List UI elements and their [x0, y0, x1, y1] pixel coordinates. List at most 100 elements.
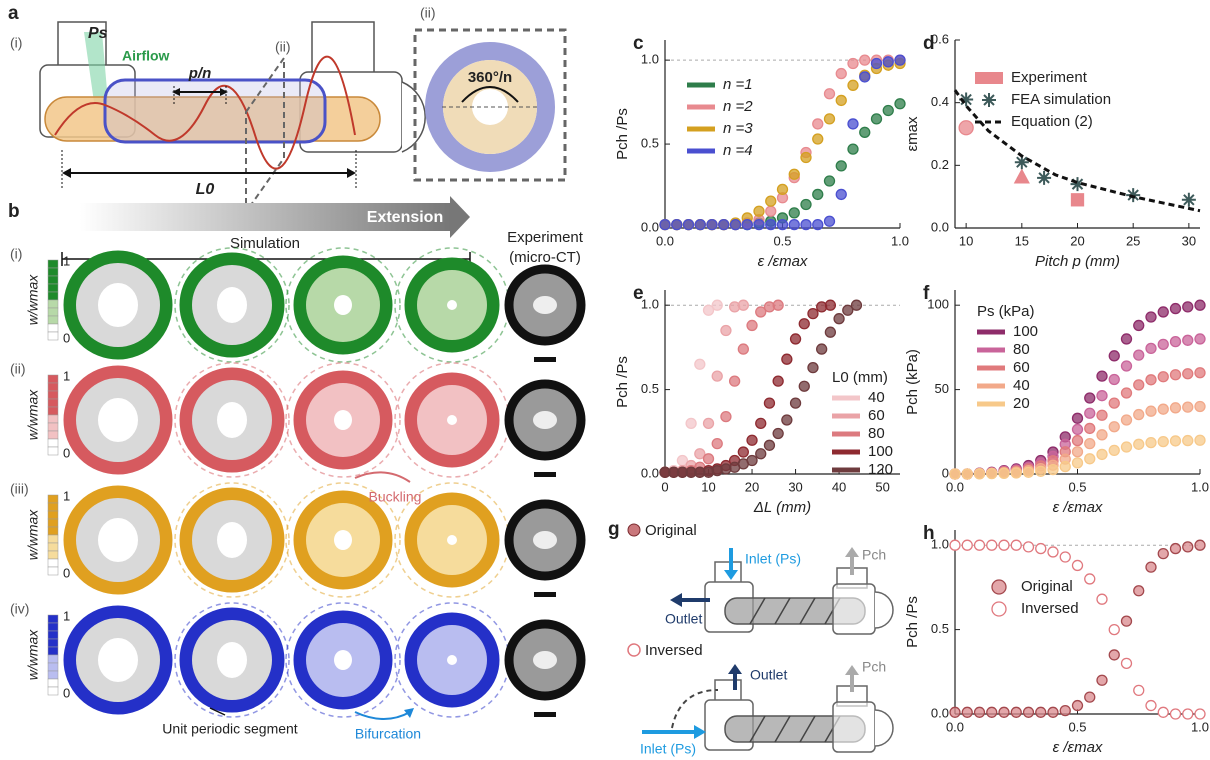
- colorbar-cell: [48, 407, 58, 415]
- bore: [447, 415, 457, 425]
- data-point: [1171, 709, 1181, 719]
- panel-label: e: [633, 283, 644, 304]
- data-point: [1073, 560, 1083, 570]
- panel-a: a (i) Ps Airflow p/n (ii) L0 (ii) 360°: [8, 3, 565, 212]
- data-point: [834, 314, 844, 324]
- data-point: [1073, 424, 1083, 434]
- data-point: [1195, 401, 1205, 411]
- panel-label: c: [633, 33, 644, 54]
- data-point: [883, 106, 893, 116]
- data-point: [808, 363, 818, 373]
- x-tick-label: 10: [701, 479, 715, 494]
- plane-label: (ii): [275, 39, 291, 55]
- data-point: [791, 334, 801, 344]
- data-point: [801, 200, 811, 210]
- data-point: [738, 344, 748, 354]
- colorbar-cell: [48, 535, 58, 543]
- data-point: [1158, 372, 1168, 382]
- data-point: [742, 220, 752, 230]
- panel-label: d: [923, 33, 935, 54]
- data-point: [895, 55, 905, 65]
- data-point: [1134, 380, 1144, 390]
- data-point: [1134, 439, 1144, 449]
- data-point: [1195, 435, 1205, 445]
- legend-label: 40: [1013, 377, 1030, 394]
- data-point: [801, 220, 811, 230]
- legend-label: 40: [868, 389, 885, 406]
- data-point: [712, 371, 722, 381]
- data-point: [1024, 707, 1034, 717]
- colorbar-cell: [48, 316, 58, 324]
- colorbar-cell: [48, 284, 58, 292]
- bore: [98, 283, 138, 327]
- panel-label: h: [923, 523, 935, 544]
- data-point: [872, 59, 882, 69]
- data-point: [721, 326, 731, 336]
- data-point: [778, 220, 788, 230]
- data-point: [712, 300, 722, 310]
- data-point: [747, 455, 757, 465]
- data-point: [1171, 370, 1181, 380]
- colorbar-cell: [48, 647, 58, 655]
- x-tick-label: 30: [1182, 233, 1196, 248]
- colorbar-label: w/wmax: [25, 274, 41, 326]
- buckling-arrow: [355, 472, 410, 482]
- colorbar-cell: [48, 615, 58, 623]
- colorbar-cell: [48, 511, 58, 519]
- data-point: [756, 449, 766, 459]
- data-point: [695, 359, 705, 369]
- colorbar-cell: [48, 639, 58, 647]
- device: [705, 680, 893, 752]
- y-axis-label: Pch /Ps: [614, 108, 631, 160]
- data-point: [848, 119, 858, 129]
- data-point: [1146, 701, 1156, 711]
- data-point: [825, 327, 835, 337]
- data-point: [1073, 701, 1083, 711]
- data-point: [747, 320, 757, 330]
- data-point: [959, 121, 973, 135]
- data-point: [756, 418, 766, 428]
- data-point: [1085, 408, 1095, 418]
- arrow-head: [728, 664, 742, 674]
- legend-label: 60: [1013, 359, 1030, 376]
- data-point: [719, 220, 729, 230]
- y-tick-label: 0.5: [641, 381, 659, 396]
- data-point: [1158, 549, 1168, 559]
- data-point: [1183, 302, 1193, 312]
- arrow-head: [62, 168, 71, 178]
- data-point: [975, 540, 985, 550]
- data-point: [813, 134, 823, 144]
- cross-sections: (i)10w/wmax(ii)10w/wmax(iii)10w/wmax(iv)…: [10, 246, 581, 717]
- y-tick-label: 0.5: [641, 136, 659, 151]
- data-point: [1195, 540, 1205, 550]
- colorbar-cell: [48, 439, 58, 447]
- arrow-head: [694, 725, 706, 739]
- x-tick-label: 0.0: [946, 479, 964, 494]
- segment-label: Unit periodic segment: [162, 721, 298, 737]
- data-point: [950, 707, 960, 717]
- colorbar-min: 0: [63, 445, 70, 460]
- data-point: [1183, 335, 1193, 345]
- data-point: [1011, 707, 1021, 717]
- legend-swatch: [992, 580, 1006, 594]
- panel-b: b Extension Simulation Experiment (micro…: [8, 196, 584, 742]
- inversed-label: Inversed: [645, 642, 703, 659]
- y-tick-label: 0.0: [931, 219, 949, 234]
- data-point: [987, 540, 997, 550]
- data-point: [799, 381, 809, 391]
- data-point: [1183, 542, 1193, 552]
- colorbar-cell: [48, 663, 58, 671]
- data-point: [1122, 361, 1132, 371]
- ct-bore: [533, 531, 557, 549]
- data-point: [1183, 402, 1193, 412]
- data-point: [1109, 351, 1119, 361]
- simulation-label: Simulation: [230, 235, 300, 252]
- data-point: [1134, 685, 1144, 695]
- data-point: [1097, 410, 1107, 420]
- x-tick-label: 1.0: [1191, 479, 1209, 494]
- row-label: (ii): [10, 361, 26, 377]
- data-point: [1097, 594, 1107, 604]
- data-point: [1195, 334, 1205, 344]
- data-point: [836, 95, 846, 105]
- data-point: [987, 707, 997, 717]
